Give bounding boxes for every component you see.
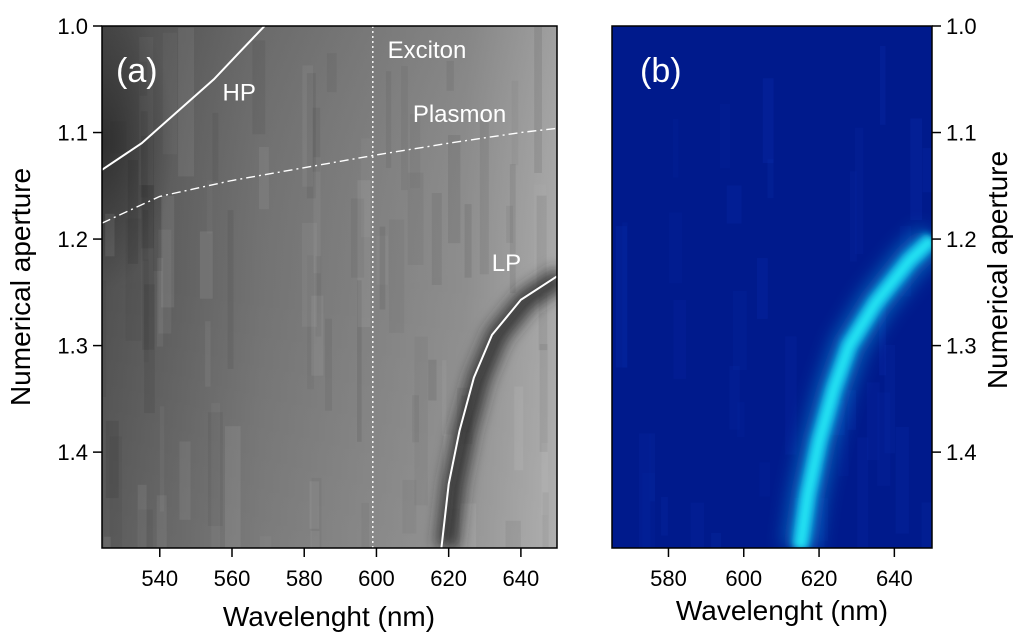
panel-b-xtick-label: 640 (876, 566, 913, 591)
panel-a-xtick-label: 600 (358, 566, 395, 591)
annotation-hp: HP (223, 80, 256, 107)
curve-hp (102, 26, 266, 171)
panel-a-frame (101, 25, 558, 549)
panel-b-ytick-label: 1.4 (946, 440, 977, 465)
panel-b-xlabel: Wavelenght (nm) (676, 595, 888, 626)
panel-b-xtick-label: 620 (801, 566, 838, 591)
panel-a-heatmap (102, 26, 557, 548)
panel-b-axes: 580 600 620 640 1.0 1.1 1.2 1.3 1.4 (650, 14, 976, 591)
panel-b-heatmap (612, 26, 932, 548)
panel-a-xlabel: Wavelenght (nm) (223, 601, 435, 632)
panel-b-label: (b) (640, 52, 682, 90)
panel-b-xtick-label: 600 (725, 566, 762, 591)
panel-a-xtick-label: 540 (141, 566, 178, 591)
panel-a-ytick-label: 1.0 (57, 14, 88, 39)
panel-b-ytick-label: 1.2 (946, 227, 977, 252)
panel-b: 580 600 620 640 1.0 1.1 1.2 1.3 1.4 (b) Waveleng… (611, 14, 1013, 626)
panel-b-xtick-label: 580 (650, 566, 687, 591)
annotation-plasmon: Plasmon (413, 101, 506, 128)
panel-b-frame (611, 25, 933, 549)
annotation-lp: LP (492, 250, 521, 277)
panel-b-ytick-label: 1.0 (946, 14, 977, 39)
ridge-core (796, 236, 932, 548)
annotation-exciton: Exciton (388, 37, 467, 64)
panel-a-curves (102, 26, 557, 548)
curve-plasmon (102, 127, 557, 224)
curve-lp (440, 275, 557, 548)
panel-a-ylabel: Numerical aperture (5, 168, 36, 406)
panel-a-axes: 540 560 580 600 620 640 1.0 1.1 1.2 1.3 1.4 (57, 14, 539, 591)
panel-a-xtick-label: 560 (214, 566, 251, 591)
panel-b-ytick-label: 1.1 (946, 121, 977, 146)
panel-a-texture (103, 27, 549, 548)
panel-a-ytick-label: 1.4 (57, 440, 88, 465)
panel-a-ytick-label: 1.3 (57, 334, 88, 359)
panel-a-xtick-label: 640 (503, 566, 540, 591)
panel-a-ytick-label: 1.1 (57, 121, 88, 146)
panel-b-ytick-label: 1.3 (946, 334, 977, 359)
panel-a-ytick-label: 1.2 (57, 227, 88, 252)
panel-a-xtick-label: 580 (286, 566, 323, 591)
lp-dark-band (435, 267, 557, 548)
panel-a: 540 560 580 600 620 640 1.0 1.1 1.2 1.3 1.4 HP Exci… (5, 14, 558, 632)
panel-b-ylabel: Numerical aperture (982, 151, 1013, 389)
panel-a-annotations: HP Exciton Plasmon LP (223, 37, 522, 277)
panel-a-xtick-label: 620 (430, 566, 467, 591)
panel-a-label: (a) (116, 52, 158, 90)
